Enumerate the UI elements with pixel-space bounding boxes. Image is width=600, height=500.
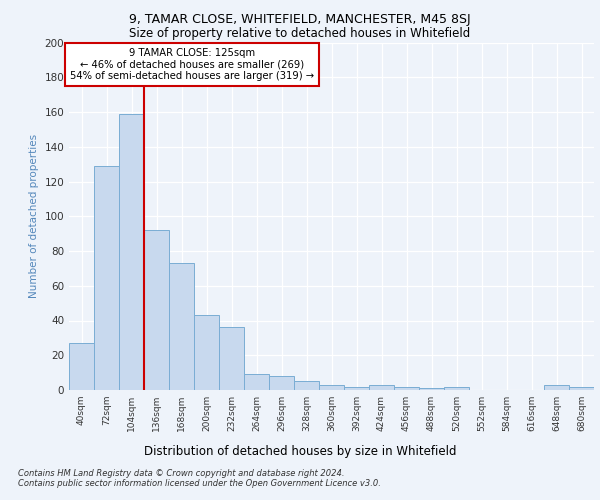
Bar: [244, 374, 269, 390]
Bar: [69, 343, 94, 390]
Bar: [269, 376, 294, 390]
Text: 9 TAMAR CLOSE: 125sqm
← 46% of detached houses are smaller (269)
54% of semi-det: 9 TAMAR CLOSE: 125sqm ← 46% of detached …: [70, 48, 314, 81]
Bar: [394, 386, 419, 390]
Bar: [419, 388, 444, 390]
Bar: [219, 328, 244, 390]
Text: Contains HM Land Registry data © Crown copyright and database right 2024.: Contains HM Land Registry data © Crown c…: [18, 468, 344, 477]
Y-axis label: Number of detached properties: Number of detached properties: [29, 134, 39, 298]
Bar: [94, 166, 119, 390]
Bar: [294, 382, 319, 390]
Text: 9, TAMAR CLOSE, WHITEFIELD, MANCHESTER, M45 8SJ: 9, TAMAR CLOSE, WHITEFIELD, MANCHESTER, …: [129, 12, 471, 26]
Bar: [569, 386, 594, 390]
Bar: [344, 386, 369, 390]
Bar: [544, 385, 569, 390]
Bar: [144, 230, 169, 390]
Bar: [194, 316, 219, 390]
Bar: [169, 263, 194, 390]
Bar: [369, 385, 394, 390]
Text: Size of property relative to detached houses in Whitefield: Size of property relative to detached ho…: [130, 28, 470, 40]
Bar: [119, 114, 144, 390]
Bar: [444, 386, 469, 390]
Text: Distribution of detached houses by size in Whitefield: Distribution of detached houses by size …: [144, 444, 456, 458]
Text: Contains public sector information licensed under the Open Government Licence v3: Contains public sector information licen…: [18, 478, 381, 488]
Bar: [319, 385, 344, 390]
